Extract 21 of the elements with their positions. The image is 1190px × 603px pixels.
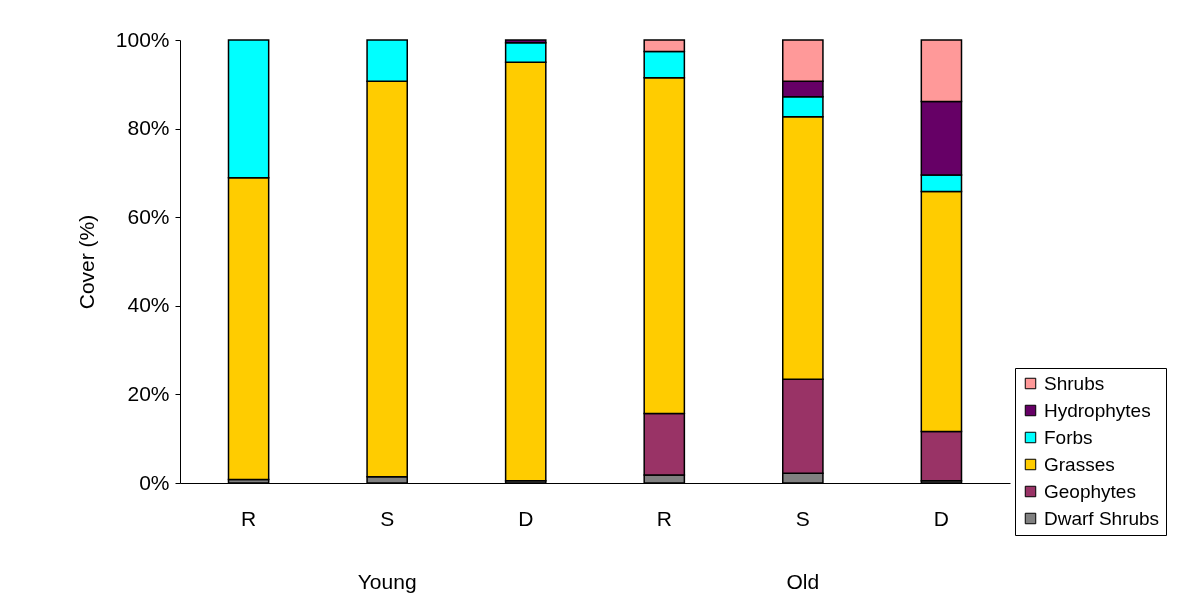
x-tick-label: D bbox=[518, 506, 534, 530]
legend-label: Dwarf Shrubs bbox=[1044, 507, 1160, 529]
legend-label: Grasses bbox=[1044, 453, 1115, 475]
legend-label: Geophytes bbox=[1044, 480, 1136, 502]
x-tick-label: R bbox=[241, 506, 257, 530]
legend-label: Hydrophytes bbox=[1044, 399, 1151, 421]
text: Young bbox=[357, 570, 417, 593]
x-tick-label: R bbox=[656, 506, 672, 530]
y-tick-label: 80% bbox=[127, 116, 170, 140]
x-tick-label: S bbox=[380, 506, 395, 530]
text: Old bbox=[786, 570, 820, 593]
y-axis-title: Cover (%) bbox=[74, 214, 98, 310]
legend-label: Forbs bbox=[1044, 426, 1093, 448]
x-tick-label: S bbox=[795, 506, 810, 530]
y-tick-label: 100% bbox=[115, 27, 170, 51]
y-tick-label: 40% bbox=[127, 293, 170, 317]
y-tick-label: 0% bbox=[139, 470, 170, 494]
x-tick-label: D bbox=[933, 506, 949, 530]
y-tick-label: 60% bbox=[127, 204, 170, 228]
y-tick-label: 20% bbox=[127, 381, 170, 405]
legend-label: Shrubs bbox=[1044, 372, 1105, 394]
